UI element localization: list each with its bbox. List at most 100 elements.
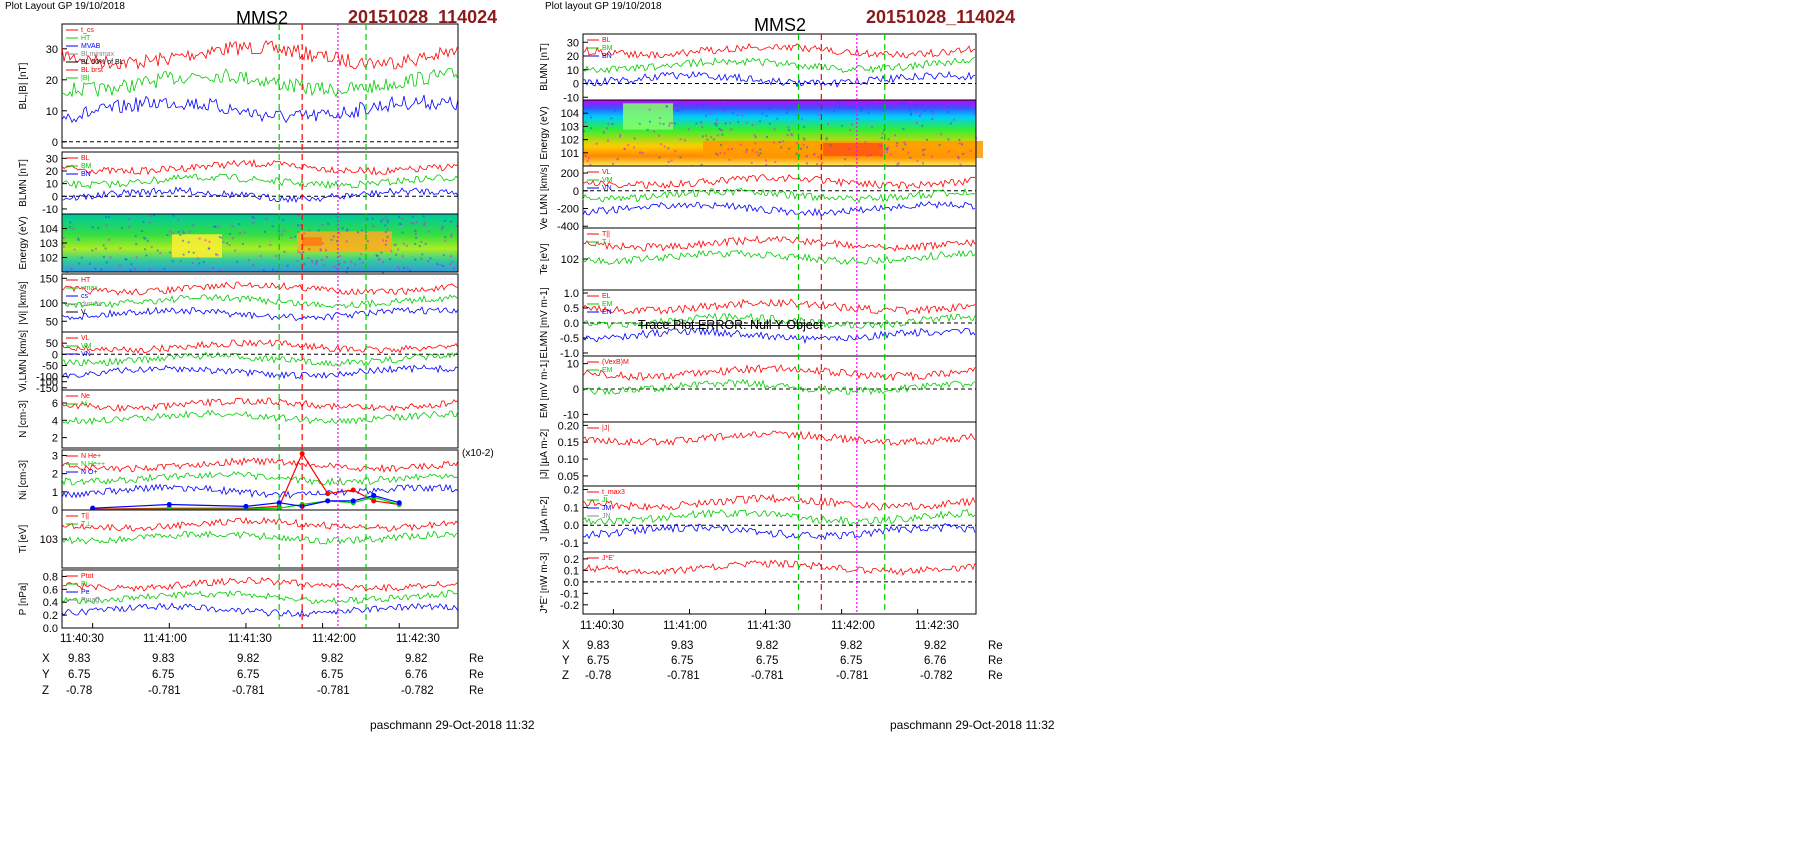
y-tick-label: -150 [36, 383, 58, 395]
spectrogram-pixel [866, 155, 869, 158]
series-point [325, 498, 331, 504]
time-label: 11:41:00 [663, 620, 707, 632]
panel-frame [61, 273, 459, 333]
y-tick-label: 0.0 [564, 318, 579, 330]
spectrogram-pixel [904, 143, 907, 146]
spectrogram-pixel [394, 243, 397, 246]
legend-label: BLminmax [81, 51, 115, 58]
spectrogram-pixel [886, 151, 889, 154]
spectrogram-pixel [109, 256, 112, 259]
spectrogram-pixel [356, 231, 359, 234]
coord-value: 9.82 [840, 640, 863, 652]
spectrogram-pixel [219, 269, 222, 272]
legend-label: Ne [81, 393, 90, 400]
spectrogram-pixel [228, 243, 231, 246]
spectrogram-pixel [208, 247, 211, 250]
spectrogram-pixel [701, 126, 704, 129]
spectrogram-pixel [662, 123, 665, 126]
spectrogram-pixel [424, 242, 427, 245]
spectrogram-pixel [105, 224, 108, 227]
panel-frame [61, 331, 459, 391]
spectrogram-pixel [773, 128, 776, 131]
spectrogram-pixel [192, 224, 195, 227]
spectrogram-pixel [908, 108, 911, 111]
spectrogram-pixel [638, 122, 641, 125]
trace-line [61, 173, 459, 190]
spectrogram-pixel [169, 251, 172, 254]
error-message: Trace Plot ERROR: Null Y Object [638, 318, 823, 332]
spectrogram-pixel [317, 229, 320, 232]
spectrogram-pixel [296, 260, 299, 263]
spectrogram-pixel [339, 255, 342, 258]
spectrogram-pixel [745, 151, 748, 154]
spectrogram-pixel [947, 150, 950, 153]
spectrogram-pixel [646, 128, 649, 131]
spectrogram-pixel [790, 133, 793, 136]
y-tick-label: 100 [40, 298, 58, 310]
left-spacecraft-title: MMS2 [236, 8, 289, 28]
spectrogram-pixel [303, 262, 306, 265]
time-label: 11:42:30 [396, 633, 440, 645]
right-figure: Plot layout GP 19/10/2018 MMS2 20151028_… [540, 0, 1060, 841]
spectrogram-pixel [892, 104, 895, 107]
spectrogram-pixel [69, 221, 72, 224]
spectrogram-pixel [639, 151, 642, 154]
time-label: 11:42:00 [831, 620, 875, 632]
spectrogram-pixel [803, 125, 806, 128]
spectrogram-pixel [409, 269, 412, 272]
spectrogram-pixel [801, 117, 804, 120]
spectrogram-pixel [303, 232, 306, 235]
spectrogram-pixel [670, 159, 673, 162]
spectrogram-pixel [100, 268, 103, 271]
y-tick-label: 4 [52, 415, 58, 427]
legend-label: BM [602, 45, 613, 52]
spectrogram-pixel [118, 264, 121, 267]
spectrogram-pixel [192, 251, 195, 254]
spectrogram-pixel [672, 107, 675, 110]
spectrogram-pixel [442, 254, 445, 257]
spectrogram-pixel [148, 268, 151, 271]
scale-note: (x10-2) [462, 448, 494, 459]
y-tick-label: 100 [40, 377, 58, 389]
spectrogram-pixel [102, 255, 105, 258]
spectrogram-pixel [751, 123, 754, 126]
y-tick-label: 0 [52, 191, 58, 203]
spectrogram-pixel [188, 230, 191, 233]
spectrogram-pixel [880, 136, 883, 139]
spectrogram-pixel [196, 257, 199, 260]
spectrogram-pixel [786, 134, 789, 137]
y-tick-label: -10 [563, 409, 579, 421]
spectrogram-pixel [714, 152, 717, 155]
series-point [371, 492, 377, 498]
spectrogram-pixel [265, 217, 268, 220]
spectrogram-pixel [202, 261, 205, 264]
y-tick-label: 10 [567, 65, 579, 77]
coord-label: Y [42, 669, 50, 681]
spectrogram-pixel [399, 222, 402, 225]
spectrogram-pixel [332, 235, 335, 238]
coord-value: 9.82 [756, 640, 779, 652]
spectrogram-pixel [211, 266, 214, 269]
spectrogram-pixel [129, 269, 132, 272]
trace-line [582, 42, 976, 60]
spectrogram-pixel [716, 153, 719, 156]
spectrogram-pixel [283, 250, 286, 253]
spectrogram-pixel [759, 120, 762, 123]
spectrogram-pixel [412, 222, 415, 225]
spectrogram-pixel [297, 250, 300, 253]
right-footer: paschmann 29-Oct-2018 11:32 [890, 718, 1055, 732]
y-axis-label: P [nPa] [18, 582, 29, 615]
spectrogram-pixel [607, 139, 610, 142]
y-tick-label: 20 [567, 51, 579, 63]
spectrogram-pixel [330, 238, 333, 241]
spectrogram-pixel [800, 147, 803, 150]
spectrogram-pixel [384, 231, 387, 234]
panel-7: 0 1 2 3 Ni [cm-3] (x10-2) N He+N He++N O+ [18, 448, 494, 517]
y-axis-label: Ni [cm-3] [18, 460, 29, 500]
time-label: 11:40:30 [60, 633, 104, 645]
spectrogram-pixel [172, 214, 175, 217]
spectrogram-pixel [721, 133, 724, 136]
spectrogram-hotspot [302, 237, 322, 246]
right-spacecraft-title: MMS2 [754, 15, 807, 35]
